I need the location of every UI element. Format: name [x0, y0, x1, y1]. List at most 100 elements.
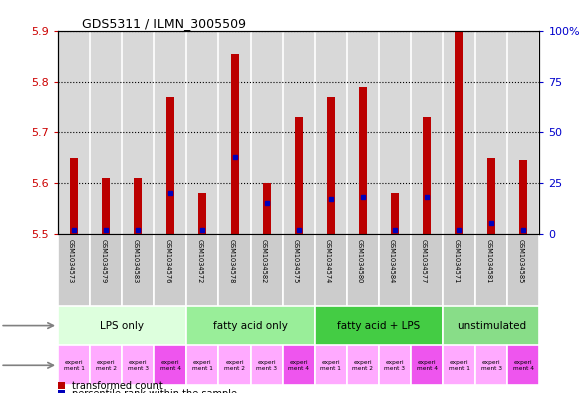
Bar — [443, 306, 539, 345]
Bar — [154, 345, 186, 385]
Bar — [282, 31, 315, 233]
Bar — [90, 345, 122, 385]
Bar — [263, 183, 271, 233]
Text: experi
ment 3: experi ment 3 — [128, 360, 148, 371]
Bar — [90, 31, 122, 233]
Bar — [391, 193, 399, 233]
Bar — [508, 233, 539, 306]
Text: fatty acid only: fatty acid only — [213, 321, 288, 331]
Text: GSM1034576: GSM1034576 — [164, 239, 171, 284]
Text: GSM1034579: GSM1034579 — [100, 239, 106, 284]
Bar — [315, 306, 443, 345]
Text: GSM1034575: GSM1034575 — [293, 239, 299, 284]
Bar — [122, 31, 154, 233]
Bar — [443, 233, 475, 306]
Bar — [198, 193, 206, 233]
Bar — [411, 233, 443, 306]
Text: GSM1034585: GSM1034585 — [517, 239, 523, 284]
Text: GSM1034572: GSM1034572 — [197, 239, 202, 284]
Bar — [58, 345, 90, 385]
Bar — [219, 31, 251, 233]
Bar — [154, 31, 186, 233]
Text: experi
ment 3: experi ment 3 — [256, 360, 277, 371]
Text: experi
ment 2: experi ment 2 — [353, 360, 374, 371]
Bar — [219, 233, 251, 306]
Bar — [70, 158, 78, 233]
Bar — [251, 345, 282, 385]
Bar — [423, 118, 431, 233]
Text: GSM1034580: GSM1034580 — [357, 239, 363, 284]
Text: experi
ment 4: experi ment 4 — [513, 360, 534, 371]
Bar — [186, 233, 219, 306]
Bar — [230, 54, 238, 233]
Bar — [251, 233, 282, 306]
Bar — [475, 233, 508, 306]
Bar — [154, 233, 186, 306]
Bar — [295, 118, 303, 233]
Bar — [443, 345, 475, 385]
Text: GSM1034571: GSM1034571 — [453, 239, 459, 284]
Bar — [282, 233, 315, 306]
Text: GDS5311 / ILMN_3005509: GDS5311 / ILMN_3005509 — [82, 17, 246, 30]
Bar — [379, 233, 411, 306]
Text: experi
ment 1: experi ment 1 — [64, 360, 85, 371]
Bar — [379, 31, 411, 233]
Bar — [519, 160, 527, 233]
Bar — [359, 87, 367, 233]
Bar — [411, 31, 443, 233]
Text: fatty acid + LPS: fatty acid + LPS — [338, 321, 420, 331]
Bar — [219, 345, 251, 385]
Text: GSM1034577: GSM1034577 — [421, 239, 427, 284]
Text: experi
ment 4: experi ment 4 — [288, 360, 309, 371]
Text: experi
ment 2: experi ment 2 — [96, 360, 117, 371]
Bar — [90, 233, 122, 306]
Bar — [508, 31, 539, 233]
Text: GSM1034584: GSM1034584 — [389, 239, 395, 284]
Bar — [58, 306, 186, 345]
Bar — [251, 31, 282, 233]
Bar — [411, 345, 443, 385]
Text: percentile rank within the sample: percentile rank within the sample — [72, 389, 237, 393]
Bar — [347, 345, 379, 385]
Text: experi
ment 1: experi ment 1 — [449, 360, 470, 371]
Bar — [122, 233, 154, 306]
Bar — [347, 233, 379, 306]
Text: LPS only: LPS only — [100, 321, 144, 331]
Text: GSM1034574: GSM1034574 — [325, 239, 331, 284]
Bar — [134, 178, 142, 233]
Bar — [186, 31, 219, 233]
Bar — [186, 306, 315, 345]
Bar — [58, 31, 90, 233]
Text: unstimulated: unstimulated — [456, 321, 526, 331]
Bar — [347, 31, 379, 233]
Bar — [282, 345, 315, 385]
Text: GSM1034583: GSM1034583 — [132, 239, 138, 284]
Bar — [508, 345, 539, 385]
Text: transformed count: transformed count — [72, 381, 163, 391]
Bar — [122, 345, 154, 385]
Text: GSM1034573: GSM1034573 — [68, 239, 74, 284]
Bar — [315, 233, 347, 306]
Text: experi
ment 2: experi ment 2 — [224, 360, 245, 371]
Bar — [102, 178, 110, 233]
Text: experi
ment 3: experi ment 3 — [481, 360, 502, 371]
Bar — [58, 233, 90, 306]
Bar — [475, 31, 508, 233]
Text: experi
ment 1: experi ment 1 — [320, 360, 341, 371]
Bar — [327, 97, 335, 233]
Bar — [315, 345, 347, 385]
Bar — [315, 31, 347, 233]
Text: experi
ment 4: experi ment 4 — [160, 360, 181, 371]
Text: experi
ment 4: experi ment 4 — [416, 360, 437, 371]
Bar — [455, 31, 463, 233]
Bar — [166, 97, 175, 233]
Bar — [475, 345, 508, 385]
Text: GSM1034581: GSM1034581 — [485, 239, 491, 284]
Bar — [487, 158, 495, 233]
Text: experi
ment 3: experi ment 3 — [385, 360, 405, 371]
Text: GSM1034582: GSM1034582 — [260, 239, 267, 284]
Bar — [379, 345, 411, 385]
Text: experi
ment 1: experi ment 1 — [192, 360, 213, 371]
Bar — [443, 31, 475, 233]
Text: GSM1034578: GSM1034578 — [229, 239, 234, 284]
